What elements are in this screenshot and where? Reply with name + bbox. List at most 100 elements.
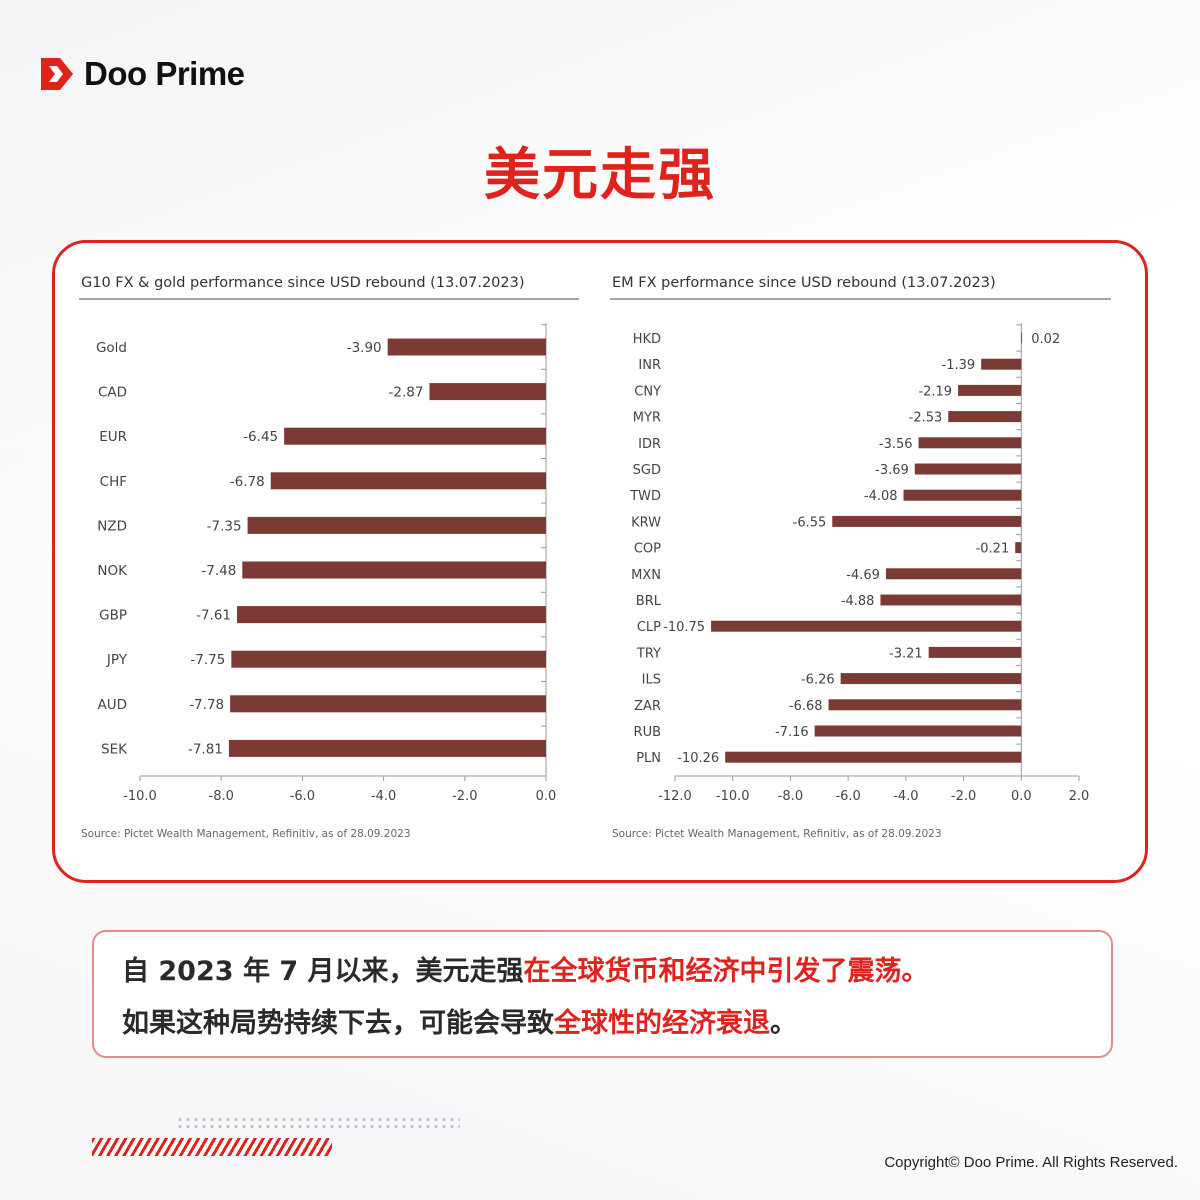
chart-2-category-label: ZAR bbox=[634, 699, 661, 714]
brand-logo: Doo Prime bbox=[40, 55, 245, 92]
chart-1-data-label: -7.81 bbox=[188, 741, 223, 757]
chart-2-data-label: -2.19 bbox=[918, 384, 952, 399]
chart-1-category-label: SEK bbox=[101, 741, 128, 757]
chart-1-data-label: -6.45 bbox=[243, 429, 278, 445]
chart-1-bar bbox=[284, 427, 546, 445]
chart-1-data-label: -2.87 bbox=[389, 385, 424, 401]
chart-2-x-tick-label: 0.0 bbox=[1011, 789, 1032, 804]
chart-2-bar bbox=[958, 384, 1022, 396]
chart-2-bar bbox=[914, 463, 1022, 475]
chart-2-category-label: COP bbox=[634, 542, 661, 557]
chart-2-bar bbox=[1015, 542, 1022, 554]
chart-1-category-label: CAD bbox=[98, 385, 127, 401]
charts-canvas: G10 FX & gold performance since USD rebo… bbox=[79, 275, 1111, 840]
chart-2-bar bbox=[928, 646, 1022, 658]
chart-2-data-label: -3.69 bbox=[875, 463, 909, 478]
chart-2-bar bbox=[948, 411, 1022, 423]
chart-1-x-tick-label: -4.0 bbox=[371, 789, 396, 804]
chart-1-category-label: JPY bbox=[106, 652, 128, 668]
chart-2-x-tick-label: -10.0 bbox=[716, 789, 750, 804]
chart-2-data-label: -10.75 bbox=[663, 620, 705, 635]
chart-1-data-label: -7.48 bbox=[201, 563, 236, 579]
chart-2-title: EM FX performance since USD rebound (13.… bbox=[612, 275, 996, 291]
chart-2-data-label: -6.26 bbox=[801, 673, 835, 688]
chart-2-data-label: -3.56 bbox=[879, 437, 913, 452]
chart-2-data-label: -4.69 bbox=[846, 568, 880, 583]
chart-2-bar bbox=[885, 568, 1022, 580]
chart-2-category-label: KRW bbox=[631, 515, 661, 530]
chart-2-category-label: TRY bbox=[636, 646, 661, 661]
chart-2-bar bbox=[903, 489, 1022, 501]
caption-line-1: 自 2023 年 7 月以来，美元走强在全球货币和经济中引发了震荡。 bbox=[122, 946, 1083, 998]
chart-2-data-label: -2.53 bbox=[909, 411, 943, 426]
chart-1-category-label: GBP bbox=[99, 608, 127, 624]
chart-2-x-tick-label: -2.0 bbox=[951, 789, 976, 804]
chart-2-bar bbox=[828, 699, 1022, 711]
doo-prime-logo-icon bbox=[41, 58, 73, 90]
chart-2-bar bbox=[840, 673, 1022, 685]
chart-2-bar bbox=[1021, 332, 1023, 344]
chart-2-data-label: -10.26 bbox=[677, 751, 719, 766]
chart-2-category-label: INR bbox=[638, 358, 661, 373]
chart-2-bar bbox=[814, 725, 1022, 737]
chart-1-x-tick-label: -6.0 bbox=[290, 789, 315, 804]
decorative-dots bbox=[176, 1116, 460, 1130]
caption-line-2-end: 。 bbox=[770, 1008, 797, 1039]
chart-2-data-label: -1.39 bbox=[942, 358, 976, 373]
brand-name: Doo Prime bbox=[84, 55, 245, 92]
chart-1-bar bbox=[237, 606, 546, 624]
chart-2-category-label: MXN bbox=[631, 568, 661, 583]
chart-1-x-tick-label: -10.0 bbox=[123, 789, 157, 804]
chart-2-data-label: -0.21 bbox=[976, 542, 1010, 557]
caption-line-1-highlight: 在全球货币和经济中引发了震荡。 bbox=[523, 956, 929, 987]
chart-2-category-label: PLN bbox=[636, 751, 661, 766]
chart-2-data-label: -6.55 bbox=[793, 515, 827, 530]
chart-2-data-label: -3.21 bbox=[889, 646, 923, 661]
chart-2-bar bbox=[918, 437, 1022, 449]
chart-2-data-label: -6.68 bbox=[789, 699, 823, 714]
chart-2-x-tick-label: 2.0 bbox=[1069, 789, 1090, 804]
caption-line-2-highlight: 全球性的经济衰退 bbox=[554, 1008, 770, 1039]
chart-2-bar bbox=[711, 620, 1022, 632]
chart-2-category-label: TWD bbox=[629, 489, 661, 504]
chart-2-category-label: HKD bbox=[633, 332, 661, 347]
chart-1-source: Source: Pictet Wealth Management, Refini… bbox=[81, 828, 411, 840]
chart-1-x-tick-label: -2.0 bbox=[452, 789, 477, 804]
chart-1-data-label: -6.78 bbox=[230, 474, 265, 490]
chart-2-bar bbox=[981, 358, 1022, 370]
chart-1-data-label: -7.35 bbox=[207, 518, 242, 534]
chart-2-bar bbox=[725, 751, 1022, 763]
chart-2-category-label: CLP bbox=[637, 620, 661, 635]
chart-2-category-label: BRL bbox=[636, 594, 662, 609]
page-title: 美元走强 bbox=[484, 143, 716, 208]
chart-2-source: Source: Pictet Wealth Management, Refini… bbox=[612, 828, 942, 840]
chart-2-data-label: -4.08 bbox=[864, 489, 898, 504]
chart-1-bar bbox=[228, 739, 546, 757]
chart-1-category-label: NOK bbox=[97, 563, 128, 579]
copyright: Copyright© Doo Prime. All Rights Reserve… bbox=[884, 1154, 1178, 1171]
chart-1-bar bbox=[242, 561, 546, 579]
caption-line-1-text: 自 2023 年 7 月以来，美元走强 bbox=[122, 956, 524, 987]
chart-1-category-label: Gold bbox=[96, 340, 127, 356]
chart-2-category-label: ILS bbox=[642, 673, 661, 688]
caption-line-2: 如果这种局势持续下去，可能会导致全球性的经济衰退。 bbox=[122, 998, 1083, 1050]
chart-2-data-label: 0.02 bbox=[1031, 332, 1060, 347]
chart-2-category-label: SGD bbox=[633, 463, 661, 478]
caption-line-2-text: 如果这种局势持续下去，可能会导致 bbox=[122, 1008, 554, 1039]
chart-2-category-label: CNY bbox=[634, 384, 661, 399]
chart-2-bar bbox=[832, 515, 1022, 527]
chart-2-category-label: MYR bbox=[633, 411, 661, 426]
chart-1-data-label: -7.61 bbox=[196, 608, 231, 624]
chart-1-data-label: -3.90 bbox=[347, 340, 382, 356]
chart-1-bar bbox=[387, 338, 546, 356]
chart-1-x-tick-label: -8.0 bbox=[209, 789, 234, 804]
chart-2-x-tick-label: -8.0 bbox=[778, 789, 803, 804]
chart-card: G10 FX & gold performance since USD rebo… bbox=[52, 240, 1148, 883]
chart-1-data-label: -7.78 bbox=[189, 697, 224, 713]
chart-1-title: G10 FX & gold performance since USD rebo… bbox=[81, 275, 525, 291]
chart-1-bar bbox=[231, 650, 546, 668]
chart-1-category-label: AUD bbox=[97, 697, 127, 713]
chart-1-x-tick-label: 0.0 bbox=[536, 789, 557, 804]
chart-1-bar bbox=[429, 383, 546, 401]
decorative-stripe bbox=[92, 1138, 332, 1156]
